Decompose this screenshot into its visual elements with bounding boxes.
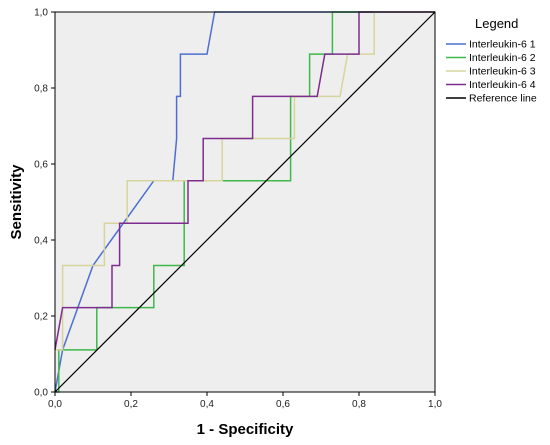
legend-label-2: Interleukin-6 2 — [469, 52, 536, 64]
y-axis-title: Sensitivity — [8, 164, 25, 240]
x-tick-label: 0,4 — [200, 399, 214, 410]
y-tick-label: 1,0 — [34, 8, 48, 19]
legend-label-3: Interleukin-6 3 — [469, 66, 536, 78]
y-tick-label: 0,0 — [34, 388, 48, 399]
series-line-1 — [54, 11, 435, 393]
x-axis-title: 1 - Specificity — [197, 421, 294, 438]
legend-label-4: Interleukin-6 4 — [469, 79, 536, 91]
y-tick-label: 0,4 — [34, 236, 48, 247]
axis-layer: 0,0 0,2 0,4 0,6 0,8 1,0 0,0 0,2 0,4 0,6 0,8 1,0 — [34, 8, 442, 411]
x-tick-label: 1,0 — [428, 399, 442, 410]
legend-label-5: Reference line — [469, 93, 537, 105]
y-tick-label: 0,6 — [34, 160, 48, 171]
x-tick-label: 0,8 — [352, 399, 366, 410]
x-tick-label: 0,2 — [124, 399, 138, 410]
series-line-3 — [55, 11, 435, 351]
x-tick-label: 0,6 — [276, 399, 290, 410]
y-tick-label: 0,2 — [34, 312, 48, 323]
series-line-5 — [54, 11, 436, 393]
y-tick-label: 0,8 — [34, 84, 48, 95]
legend-title: Legend — [475, 16, 518, 31]
legend-label-1: Interleukin-6 1 — [469, 39, 536, 51]
series-line-4 — [54, 11, 435, 350]
series-layer — [54, 11, 436, 393]
x-tick-label: 0,0 — [48, 399, 62, 410]
plot-frame — [54, 11, 436, 393]
